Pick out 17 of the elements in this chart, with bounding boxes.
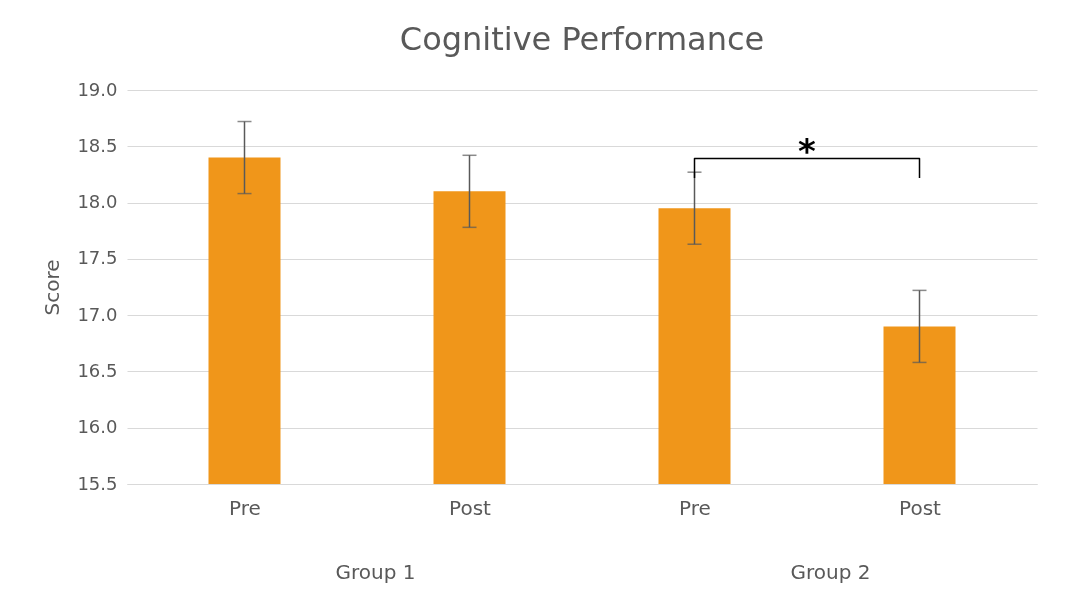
chart-title: Cognitive Performance [399, 20, 765, 58]
y-tick-label: 15.5 [77, 472, 118, 494]
x-tick-label: Post [449, 495, 492, 520]
text: Group 1 [334, 560, 417, 584]
y-tick-label: 19.0 [77, 78, 118, 100]
y-axis-title: Score [40, 259, 65, 316]
x-tick-label: Post [899, 495, 942, 520]
text: Group 2 [789, 560, 872, 584]
y-tick-label: 18.5 [77, 134, 118, 156]
x-tick-label: Pre [229, 495, 261, 520]
annotation: * [798, 131, 817, 172]
x-tick-label: Pre [679, 495, 711, 520]
y-tick-label: 16.0 [77, 416, 118, 438]
y-tick-label: 18.0 [77, 191, 118, 213]
y-tick-label: 17.5 [77, 247, 118, 269]
y-tick-label: 17.0 [77, 303, 118, 325]
y-tick-label: 16.5 [77, 359, 118, 381]
